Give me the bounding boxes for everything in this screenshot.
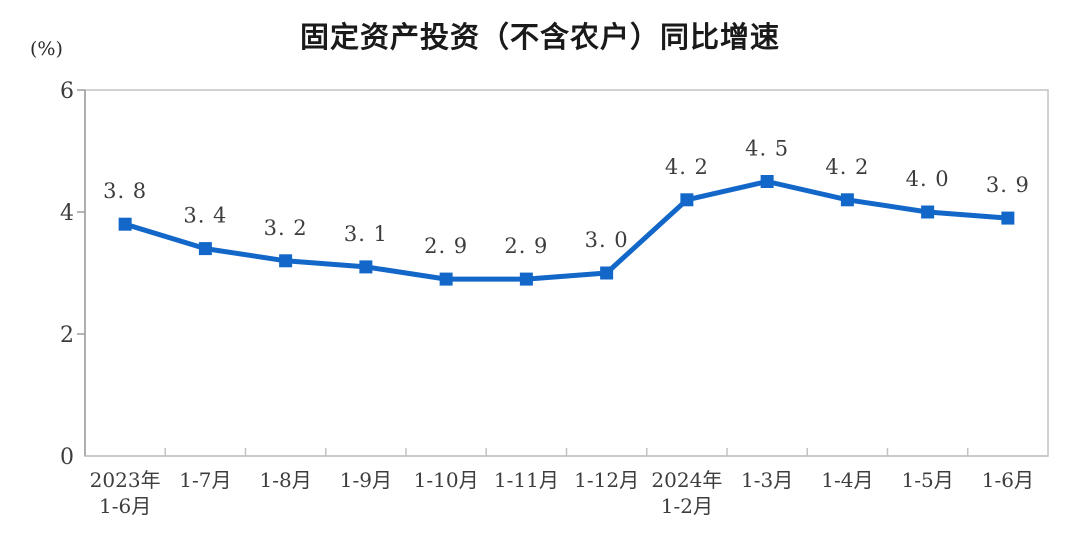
data-line: [122, 179, 1011, 282]
y-tick-label: 4: [60, 201, 74, 226]
data-point-label: 3. 1: [344, 222, 388, 246]
data-point-marker: [680, 193, 694, 207]
y-tick-label: 0: [60, 445, 74, 470]
data-point-label: 4. 5: [745, 137, 789, 161]
x-category-label: 1-3月: [741, 468, 793, 492]
x-category-label: 1-9月: [340, 468, 392, 492]
data-point-marker: [118, 217, 132, 231]
data-point-marker: [760, 175, 774, 188]
data-point-label: 2. 9: [424, 234, 468, 258]
data-point-label: 3. 2: [264, 216, 308, 240]
x-category-label: 1-11月: [494, 468, 559, 492]
y-tick-label: 6: [60, 79, 74, 104]
plot-border: [84, 89, 1049, 457]
data-point-marker: [600, 266, 614, 280]
x-category-label: 1-7月: [179, 468, 231, 492]
data-point-marker: [1001, 211, 1015, 225]
data-point-marker: [439, 272, 453, 286]
x-category-label: 2023年 1-6月: [90, 468, 161, 518]
data-point-marker: [921, 205, 935, 219]
data-point-label: 4. 2: [665, 155, 709, 179]
data-point-label: 2. 9: [504, 234, 548, 258]
data-point-marker: [198, 242, 212, 256]
x-category-label: 1-8月: [260, 468, 312, 492]
x-category-label: 1-10月: [414, 468, 479, 492]
data-point-marker: [279, 254, 293, 268]
x-category-label: 1-4月: [821, 468, 873, 492]
data-point-marker: [359, 260, 373, 274]
x-category-label: 1-5月: [902, 468, 954, 492]
data-point-label: 3. 8: [103, 179, 147, 203]
data-point-marker: [840, 193, 854, 207]
data-point-label: 3. 0: [585, 228, 629, 252]
y-axis-unit-label: (%): [30, 38, 63, 60]
x-category-label: 1-6月: [982, 468, 1034, 492]
data-point-label: 3. 9: [986, 173, 1030, 197]
data-point-marker: [519, 272, 533, 286]
x-category-label: 2024年 1-2月: [651, 468, 722, 518]
data-point-label: 3. 4: [183, 204, 227, 228]
y-tick-label: 2: [60, 323, 74, 348]
x-category-label: 1-12月: [574, 468, 639, 492]
data-point-label: 4. 0: [906, 167, 950, 191]
chart-title: 固定资产投资（不含农户）同比增速: [299, 20, 780, 54]
data-point-label: 4. 2: [825, 155, 869, 179]
